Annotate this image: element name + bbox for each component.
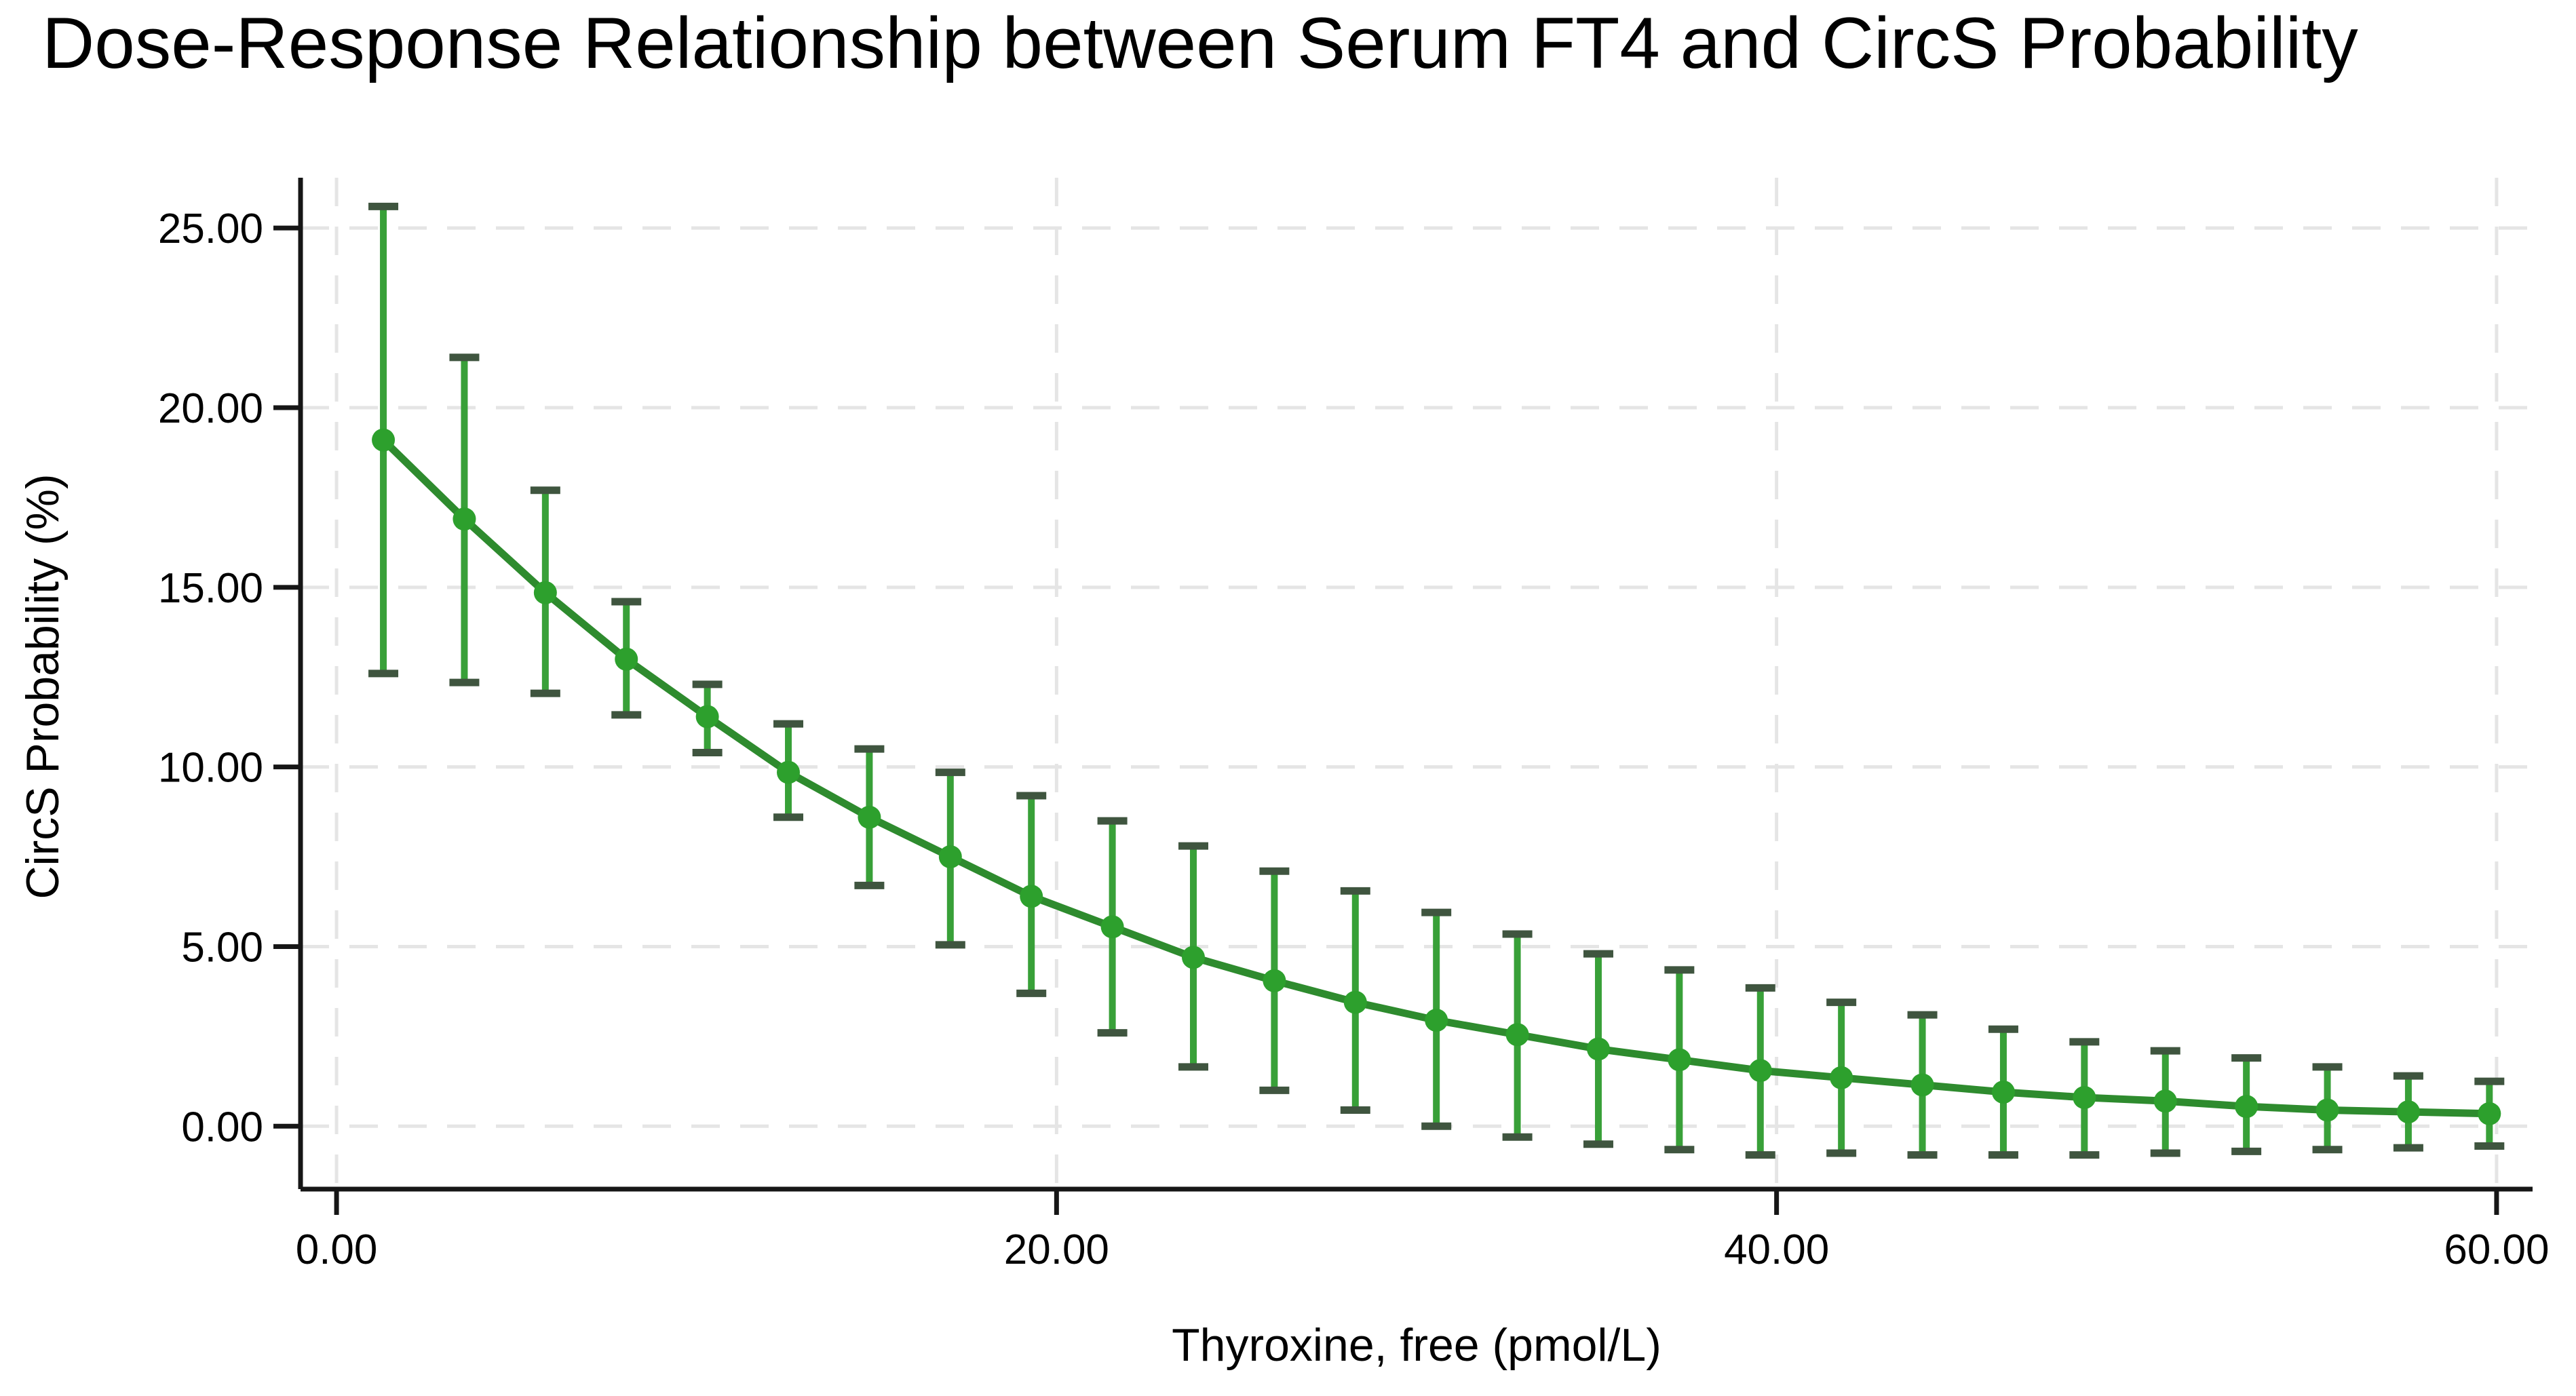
data-point [1020,885,1043,908]
data-point [372,428,396,452]
data-point [615,647,638,671]
data-point [1505,1023,1529,1047]
y-tick-label: 25.00 [158,206,263,252]
data-point [777,760,801,784]
y-tick-label: 0.00 [181,1104,263,1150]
data-point [1100,915,1124,939]
data-point [858,805,881,829]
x-tick-label: 20.00 [1004,1226,1109,1273]
data-point [1343,990,1367,1014]
data-point [533,581,557,604]
data-point [1910,1073,1934,1097]
y-tick-label: 15.00 [158,565,263,612]
x-tick-label: 60.00 [2444,1226,2549,1273]
data-point [1830,1066,1853,1089]
gridlines [301,178,2533,1189]
data-point [1425,1009,1448,1032]
data-point [2073,1085,2096,1109]
x-axis-title: Thyroxine, free (pmol/L) [1172,1319,1661,1371]
data-point [1586,1037,1610,1061]
labels: Dose-Response Relationship between Serum… [17,2,2358,1371]
x-tick-label: 40.00 [1724,1226,1829,1273]
chart-title: Dose-Response Relationship between Serum… [42,2,2358,83]
data-point [2396,1100,2420,1124]
data-point [2153,1089,2177,1113]
data-point [1668,1048,1691,1072]
x-tick-label: 0.00 [296,1226,378,1273]
data-series [368,202,2505,1159]
data-point [1263,969,1286,992]
y-tick-label: 10.00 [158,745,263,792]
data-point [938,845,962,869]
data-point [1991,1080,2015,1104]
data-point [453,507,476,531]
y-tick-label: 20.00 [158,385,263,432]
y-axis-title: CircS Probability (%) [17,473,69,899]
data-point [1748,1059,1772,1083]
data-point [2478,1102,2501,1125]
series-group [368,202,2505,1159]
data-point [1182,946,1205,969]
data-point [695,705,719,729]
axes: 0.00 5.00 10.00 15.00 20.00 25.00 0.00 20.00 40.… [158,178,2550,1273]
y-tick-label: 5.00 [181,924,263,971]
data-point [2315,1098,2339,1122]
data-point [2235,1095,2258,1119]
